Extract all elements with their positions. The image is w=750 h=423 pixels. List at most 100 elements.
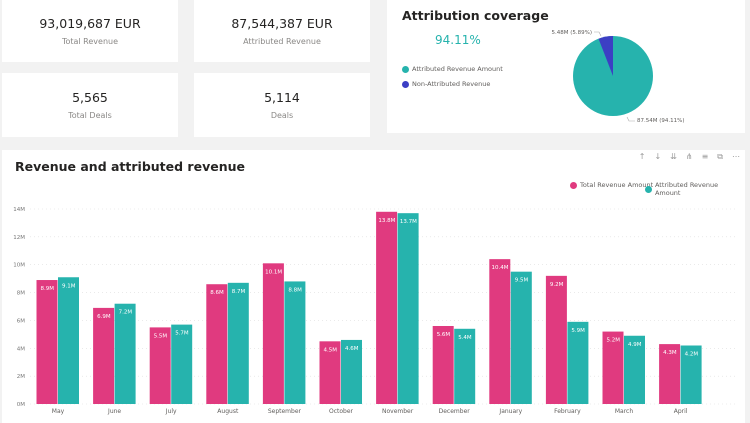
bar-attributed[interactable] <box>680 345 702 405</box>
bar-attributed[interactable] <box>567 321 589 404</box>
card-title: Attribution coverage <box>402 8 549 23</box>
legend-dot <box>570 181 577 189</box>
legend-non-attributed[interactable]: Non-Attributed Revenue <box>402 80 490 88</box>
data-label: 5.6M <box>437 332 451 338</box>
legend-attributed[interactable]: Attributed Revenue Amount <box>402 65 503 73</box>
y-tick-label: 14M <box>13 207 25 213</box>
bar-attributed[interactable] <box>624 335 645 404</box>
legend-dot <box>402 65 409 73</box>
legend-attributed[interactable]: Attributed Revenue Amount <box>645 181 745 197</box>
data-label: 5.9M <box>571 328 585 334</box>
kpi-label: Total Revenue <box>61 37 119 46</box>
coverage-value: 94.11% <box>435 33 481 47</box>
bar-total[interactable] <box>602 331 624 404</box>
y-tick-label: 10M <box>13 263 25 269</box>
x-tick-label: August <box>217 408 239 415</box>
bar-attributed[interactable] <box>171 324 193 404</box>
visual-toolbar: ↑ ↓ ⇊ ⋔ ≡ ⧉ ⋯ <box>639 152 740 162</box>
more-options-icon[interactable]: ⋯ <box>732 152 740 161</box>
data-label: 6.9M <box>97 314 111 320</box>
legend-dot <box>645 185 652 193</box>
bar-total[interactable] <box>206 284 228 404</box>
bar-total[interactable] <box>93 307 115 404</box>
double-arrow-down-icon[interactable]: ⇊ <box>670 152 677 161</box>
bar-attributed[interactable] <box>454 328 476 404</box>
bar-total[interactable] <box>149 327 171 404</box>
card-title: Revenue and attributed revenue <box>15 159 245 174</box>
y-tick-label: 2M <box>17 374 25 380</box>
data-label: 8.6M <box>210 290 224 296</box>
legend-dot <box>402 80 409 88</box>
x-tick-label: September <box>268 408 302 415</box>
kpi-label: Total Deals <box>68 111 112 120</box>
kpi-total-revenue: 93,019,687 EUR Total Revenue <box>2 0 178 62</box>
x-tick-label: February <box>554 408 581 415</box>
x-tick-label: October <box>329 408 354 415</box>
revenue-chart-card: Revenue and attributed revenue Total Rev… <box>2 150 745 423</box>
data-label: 4.5M <box>324 347 338 353</box>
bar-attributed[interactable] <box>284 281 306 404</box>
expand-hierarchy-icon[interactable]: ⋔ <box>685 152 693 161</box>
legend-label: Attributed Revenue Amount <box>654 181 719 197</box>
data-label: 5.2M <box>607 338 621 344</box>
arrow-up-icon[interactable]: ↑ <box>638 152 646 161</box>
bar-total[interactable] <box>376 211 398 404</box>
pie-slice-non-attributed[interactable] <box>598 36 613 76</box>
x-tick-label: June <box>107 408 121 415</box>
bar-total[interactable] <box>262 263 284 404</box>
bar-attributed[interactable] <box>341 339 362 404</box>
data-label: 9.2M <box>550 282 564 288</box>
kpi-attributed-revenue: 87,544,387 EUR Attributed Revenue <box>194 0 370 62</box>
bar-attributed[interactable] <box>114 303 136 404</box>
bar-attributed[interactable] <box>510 271 532 404</box>
bar-total[interactable] <box>36 280 58 404</box>
legend-label: Non-Attributed Revenue <box>412 80 491 88</box>
bar-total[interactable] <box>489 259 511 404</box>
kpi-deals: 5,114 Deals <box>194 73 370 137</box>
leader-line <box>594 31 602 37</box>
leader-line <box>626 116 635 122</box>
bar-total[interactable] <box>432 326 454 404</box>
legend-label: Attributed Revenue Amount <box>412 65 503 73</box>
data-label: 4.3M <box>663 350 677 356</box>
bar-attributed[interactable] <box>397 213 419 404</box>
x-tick-label: July <box>165 408 177 415</box>
kpi-value: 5,565 <box>72 90 108 105</box>
bar-total[interactable] <box>319 341 341 404</box>
kpi-value: 5,114 <box>264 90 300 105</box>
kpi-label: Deals <box>270 111 294 120</box>
data-label: 13.7M <box>400 219 417 225</box>
slice-label-attributed: 87.54M (94.11%) <box>637 118 685 124</box>
data-label: 5.4M <box>458 335 472 341</box>
x-tick-label: May <box>52 408 65 415</box>
x-tick-label: November <box>382 408 414 415</box>
slice-label-non-attributed: 5.48M (5.89%) <box>551 30 592 36</box>
y-tick-label: 0M <box>17 402 25 408</box>
x-tick-label: April <box>674 408 688 415</box>
data-label: 7.2M <box>119 310 133 316</box>
arrow-down-icon[interactable]: ↓ <box>654 152 662 161</box>
kpi-label: Attributed Revenue <box>243 37 321 46</box>
bar-total[interactable] <box>659 344 681 404</box>
data-label: 4.6M <box>345 346 359 352</box>
kpi-value: 87,544,387 EUR <box>231 16 333 31</box>
data-label: 9.1M <box>62 283 76 289</box>
legend-label: Total Revenue Amount <box>580 181 654 189</box>
data-label: 8.7M <box>232 289 246 295</box>
bar-total[interactable] <box>545 275 567 404</box>
data-label: 10.4M <box>492 265 509 271</box>
x-tick-label: March <box>615 408 633 415</box>
bar-attributed[interactable] <box>227 282 249 404</box>
data-label: 4.2M <box>685 352 699 358</box>
focus-mode-icon[interactable]: ⧉ <box>717 152 723 161</box>
y-tick-label: 4M <box>17 346 25 352</box>
legend-total[interactable]: Total Revenue Amount <box>570 181 653 189</box>
data-label: 4.9M <box>628 342 642 348</box>
x-tick-label: December <box>439 408 471 415</box>
data-label: 8.9M <box>41 286 55 292</box>
filter-icon[interactable]: ≡ <box>701 152 709 161</box>
bar-attributed[interactable] <box>58 277 79 404</box>
data-label: 9.5M <box>515 278 529 284</box>
pie-chart: 87.54M (94.11%) 5.48M (5.89%) <box>551 30 685 124</box>
kpi-value: 93,019,687 EUR <box>39 16 141 31</box>
